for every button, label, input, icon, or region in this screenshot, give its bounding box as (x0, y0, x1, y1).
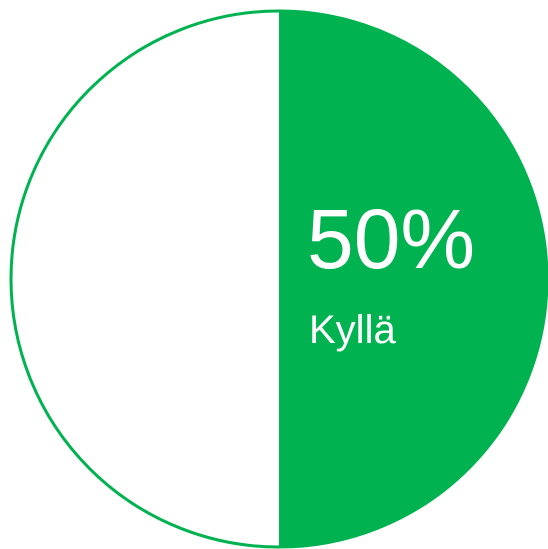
pie-slice-kyll- (279, 11, 547, 547)
pie-slices (11, 11, 547, 547)
slice-value-label: 50% (307, 192, 475, 286)
pie-outline (9, 9, 548, 549)
slice-category-label: Kyllä (309, 308, 396, 352)
pie-slice-unlabeled-1 (11, 11, 280, 547)
